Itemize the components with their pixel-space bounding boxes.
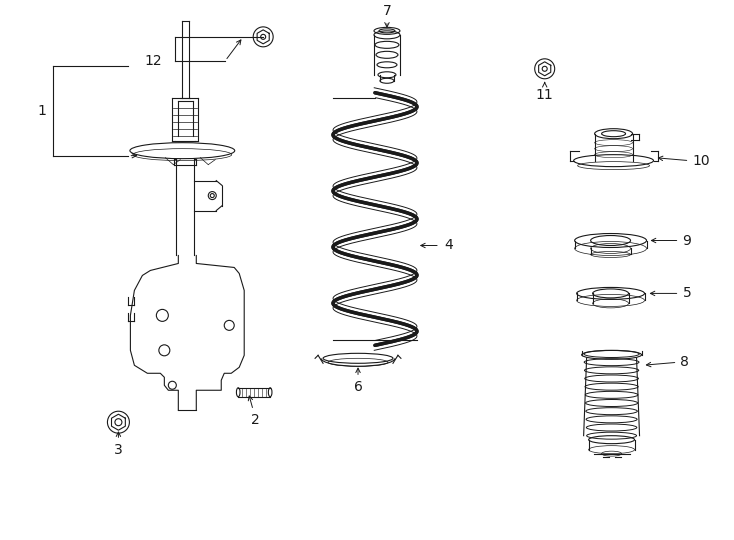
Text: 1: 1	[37, 104, 46, 118]
Text: 7: 7	[382, 4, 391, 18]
Text: 2: 2	[251, 413, 260, 427]
Text: 4: 4	[444, 239, 453, 253]
Text: 12: 12	[145, 54, 162, 68]
Text: 6: 6	[354, 380, 363, 394]
Text: 5: 5	[683, 286, 691, 300]
Text: 8: 8	[680, 355, 689, 369]
Text: 9: 9	[683, 233, 691, 247]
Text: 3: 3	[114, 443, 123, 457]
Text: 10: 10	[692, 154, 710, 167]
Text: 11: 11	[536, 88, 553, 102]
